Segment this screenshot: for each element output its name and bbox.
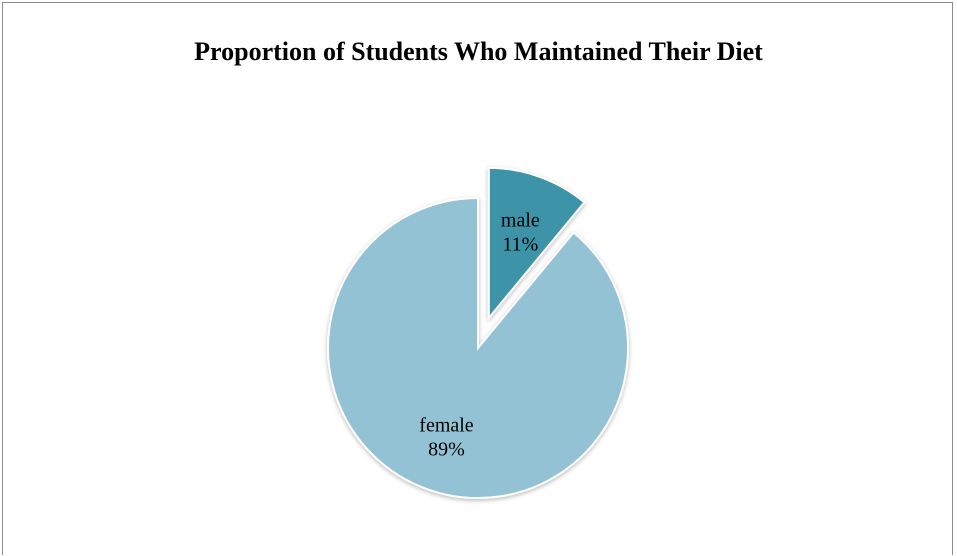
- pie-slices: [327, 166, 629, 499]
- slice-value-label-female: 89%: [428, 439, 465, 461]
- slice-label-female: female: [419, 415, 474, 437]
- slice-label-male: male: [501, 209, 540, 231]
- pie-slice-female: [327, 196, 629, 499]
- slice-value-label-male: 11%: [502, 233, 538, 255]
- chart-title: Proportion of Students Who Maintained Th…: [194, 37, 763, 66]
- pie-slice-male: [487, 166, 586, 321]
